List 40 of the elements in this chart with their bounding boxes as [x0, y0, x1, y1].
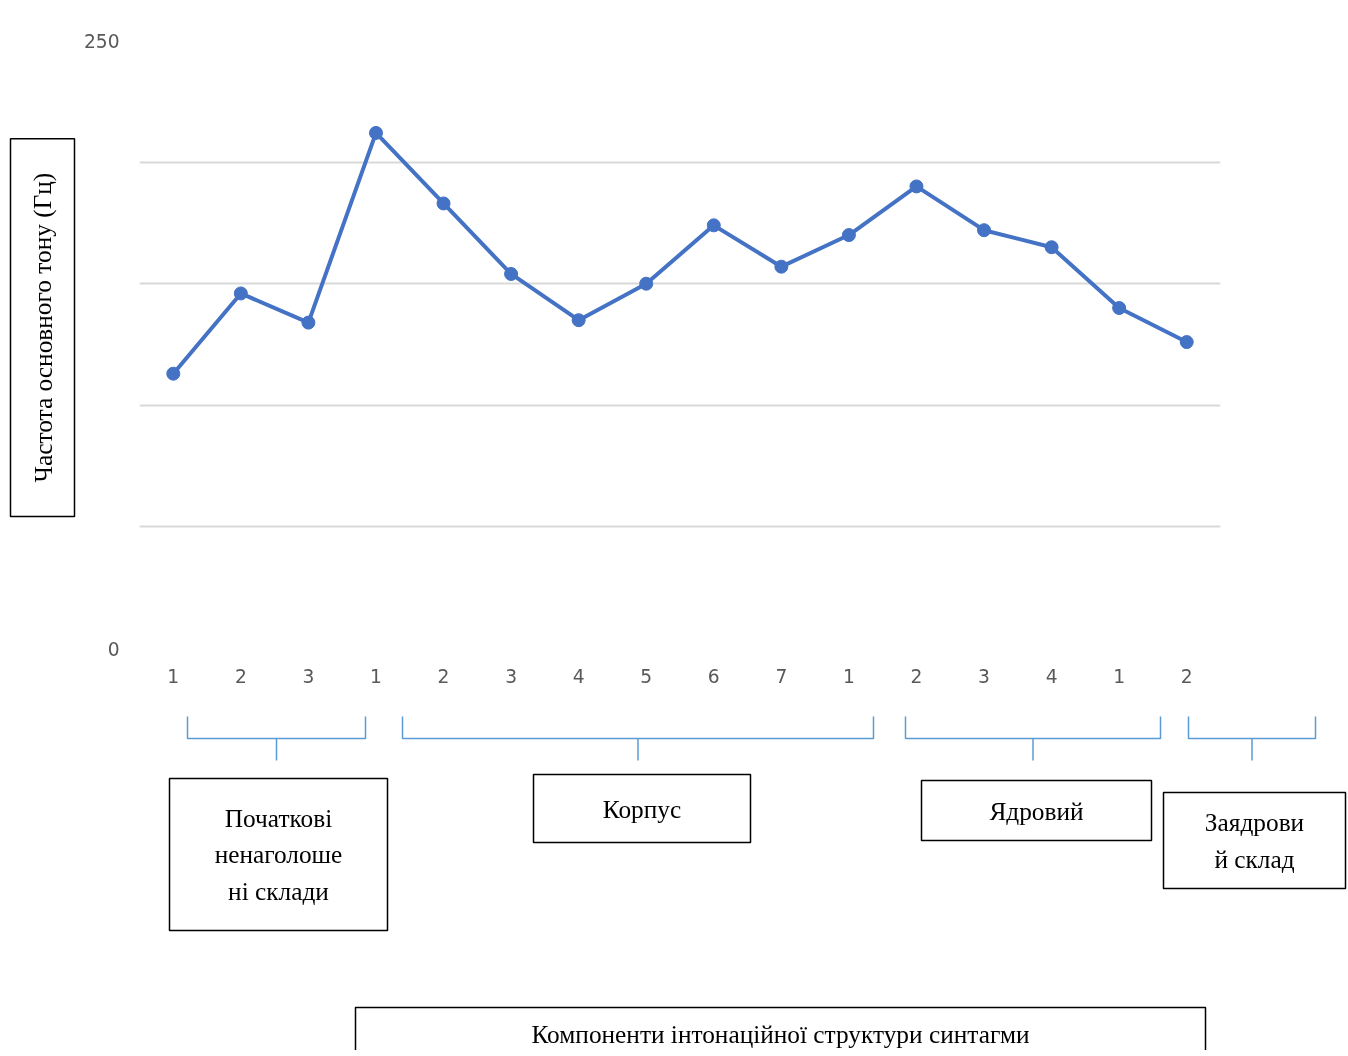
- point: [504, 266, 519, 281]
- x-tick-label: 3: [302, 665, 315, 687]
- point: [436, 196, 451, 211]
- x-tick-label: 1: [842, 665, 855, 687]
- point: [774, 259, 789, 274]
- text: Ядровий: [989, 796, 1084, 825]
- point: [909, 179, 924, 194]
- point: [233, 286, 248, 301]
- point: [1179, 335, 1194, 350]
- y-tick-label: 0: [107, 638, 120, 660]
- x-tick-label: 2: [910, 665, 923, 687]
- text: Корпус: [602, 794, 682, 823]
- x-tick-label: 7: [775, 665, 788, 687]
- text: Початкові ненаголоше ні склади: [214, 804, 343, 905]
- x-tick-label: 2: [437, 665, 450, 687]
- point: [706, 218, 721, 233]
- y-axis-title: Частота основного тону (Гц): [28, 172, 58, 483]
- point: [1112, 301, 1127, 316]
- x-tick-label: 6: [707, 665, 720, 687]
- point: [639, 276, 654, 291]
- point: [841, 228, 856, 243]
- x-tick-label: 5: [640, 665, 653, 687]
- x-tick-label: 3: [978, 665, 990, 687]
- point: [1044, 240, 1059, 255]
- text: Заядрови й склад: [1204, 808, 1305, 873]
- point: [977, 223, 992, 238]
- x-tick-label: 3: [505, 665, 518, 687]
- y-tick-label: 250: [83, 30, 120, 52]
- x-tick-label: 4: [572, 665, 585, 687]
- x-tick-label: 1: [167, 665, 180, 687]
- x-tick-label: 2: [234, 665, 247, 687]
- point: [571, 313, 586, 328]
- point: [368, 125, 383, 140]
- x-tick-label: 1: [370, 665, 382, 687]
- point: [301, 315, 316, 330]
- x-tick-label: 4: [1045, 665, 1058, 687]
- point: [166, 366, 181, 381]
- x-tick-label: 2: [1180, 665, 1193, 687]
- x-tick-label: 1: [1113, 665, 1126, 687]
- text: Компоненти інтонаційної структури синтагми: [531, 1020, 1030, 1048]
